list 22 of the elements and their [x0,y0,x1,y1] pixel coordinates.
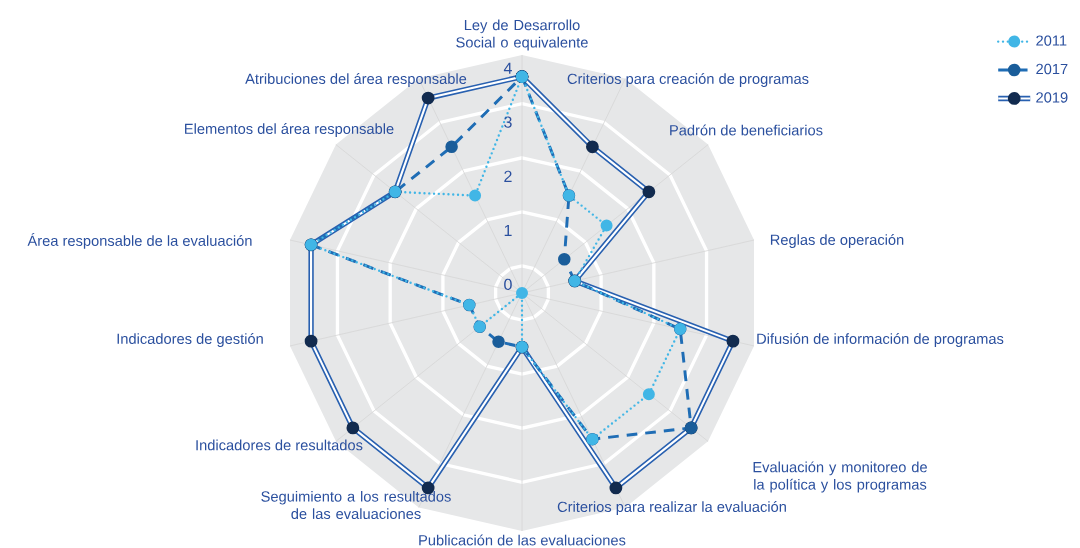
spoke-label: Padrón de beneficiarios [670,124,823,136]
spoke-label: Elementos del área responsable [185,123,394,137]
spoke-label: Seguimiento a los resultados de las evaluaciones [261,490,451,520]
y-tick-label: 3 [504,116,512,128]
legend-label: 2011 [1036,35,1067,46]
y-tick-label: 0 [504,278,512,291]
spoke-label: Reglas de operación [770,234,904,248]
spoke-label: Evaluación y monitoreo de la política y los programas [753,461,927,493]
spoke-label: Atribuciones del área responsable [245,73,467,87]
y-tick-label: 4 [503,62,512,74]
legend-label: 2017 [1036,63,1068,75]
y-tick-label: 2 [504,170,512,182]
spoke-label: Ley de Desarrollo Social o equivalente [456,19,588,51]
spoke-label: Indicadores de resultados [196,439,363,451]
spoke-label: Difusión de información de programas [757,333,1004,347]
spoke-label: Publicación de las evaluaciones [419,534,626,546]
spoke-label: Indicadores de gestión [117,333,263,347]
legend-label: 2019 [1036,92,1068,103]
spoke-label: Criterios para creación de programas [567,73,809,87]
spoke-label: Área responsable de la evaluación [27,233,252,249]
y-tick-label: 1 [504,224,512,236]
spoke-label: Criterios para realizar la evaluación [557,501,786,515]
